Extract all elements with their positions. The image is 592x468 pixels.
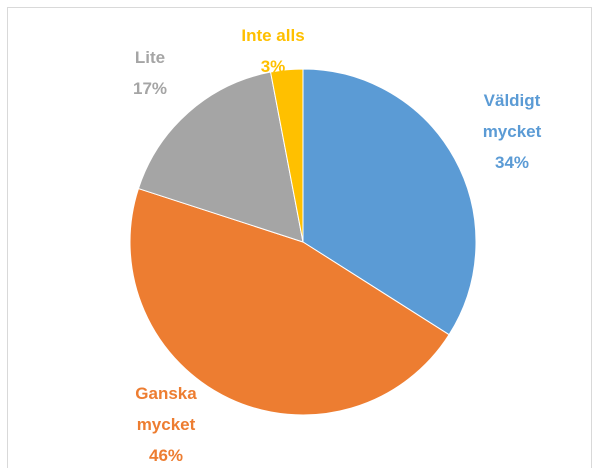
label-category: Lite [134, 48, 166, 67]
data-label: Lite 17% [110, 42, 190, 104]
pie-slice [137, 71, 304, 243]
label-value: 3% [260, 57, 286, 76]
label-category: Väldigt mycket [482, 91, 542, 141]
pie-slice [129, 187, 450, 416]
label-value: 34% [494, 153, 530, 172]
pie-slice [302, 68, 477, 336]
label-value: 46% [148, 446, 184, 465]
pie-slice [269, 68, 304, 243]
label-category: Inte alls [241, 26, 305, 45]
data-label: Inte alls 3% [223, 20, 323, 82]
label-value: 17% [132, 79, 168, 98]
data-label: Väldigt mycket 34% [472, 85, 552, 178]
label-category: Ganska mycket [135, 384, 197, 434]
data-label: Ganska mycket 46% [126, 378, 206, 468]
